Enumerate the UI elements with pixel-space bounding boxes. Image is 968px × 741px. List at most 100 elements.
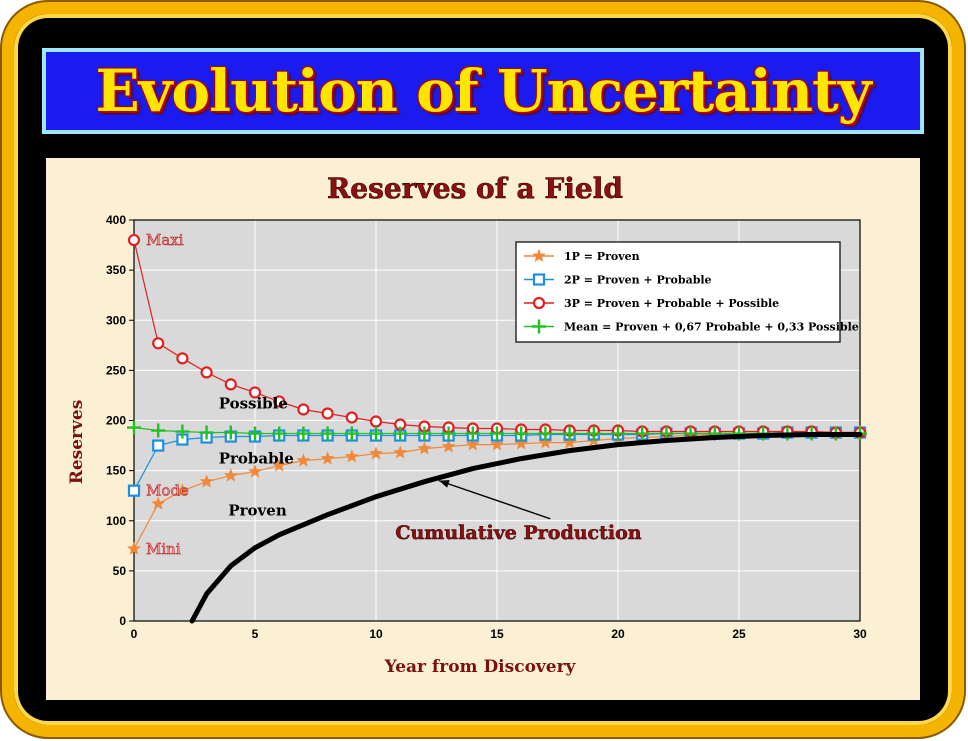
y-axis: 0 50 100 150 200 250 300 350 400 [106, 213, 134, 628]
data-point [417, 426, 432, 441]
legend-item: 3P = Proven + Probable + Possible [524, 296, 779, 310]
data-point [532, 319, 546, 334]
data-point [345, 411, 358, 424]
data-point [199, 425, 214, 440]
x-tick-label: 30 [853, 627, 867, 641]
data-point [272, 426, 287, 441]
y-tick-label: 300 [106, 313, 126, 327]
data-point [127, 420, 141, 435]
x-tick-label: 5 [252, 627, 259, 641]
data-point [586, 426, 601, 441]
data-point [465, 426, 480, 441]
legend-label: 2P = Proven + Probable [564, 274, 712, 287]
title-banner: Evolution of Uncertainty [42, 48, 924, 134]
data-point [417, 441, 432, 455]
y-tick-label: 350 [106, 263, 126, 277]
y-tick-label: 50 [113, 564, 127, 578]
x-tick-label: 20 [611, 627, 625, 641]
y-tick-label: 200 [106, 414, 126, 428]
chart-panel: Reserves of a Field 0 50 100 150 200 250 300 35… [46, 158, 920, 700]
x-tick-label: 25 [732, 627, 746, 641]
data-point [441, 426, 456, 441]
data-point [344, 449, 359, 463]
data-point [175, 483, 190, 497]
marker-annotation: Mini [146, 540, 181, 558]
legend: 1P = Proven 2P = Proven + Probable 3P = Pr… [515, 241, 859, 343]
annotations: Maxi Mode Mini Possible Probable Proven [146, 231, 294, 558]
y-tick-label: 250 [106, 363, 126, 377]
data-point [562, 426, 577, 441]
production-arrowhead [438, 480, 450, 488]
data-point [296, 453, 311, 467]
series-layer [127, 233, 867, 555]
y-axis-label: Reserves [67, 400, 87, 485]
data-point [296, 426, 311, 441]
data-point [490, 437, 504, 451]
data-point [514, 426, 529, 441]
chart: Reserves of a Field 05010015020025030035… [67, 172, 867, 677]
data-point [321, 407, 334, 420]
data-point [393, 426, 408, 441]
zone-annotation: Probable [219, 450, 294, 468]
series-plus [127, 420, 867, 441]
data-point [175, 424, 190, 439]
data-point [273, 395, 286, 408]
cumulative-production-label: Cumulative Production [395, 522, 641, 544]
data-point [127, 484, 141, 497]
y-tick-label: 400 [106, 213, 126, 227]
data-point [127, 541, 141, 555]
legend-label: 1P = Proven [564, 250, 640, 263]
data-point [344, 426, 359, 441]
data-point [151, 496, 166, 510]
y-tick-label: 100 [106, 514, 126, 528]
data-point [152, 439, 165, 452]
cumulative-production-curve [189, 432, 863, 624]
data-point [151, 423, 166, 438]
data-point [320, 426, 335, 441]
data-point [441, 439, 456, 453]
data-point [248, 386, 262, 399]
production-arrow [438, 479, 551, 520]
data-point [248, 464, 262, 478]
data-point [369, 446, 383, 460]
legend-item: Mean = Proven + 0,67 Probable + 0,33 Pos… [524, 319, 859, 334]
data-point [490, 426, 504, 441]
x-tick-label: 0 [131, 627, 138, 641]
y-tick-label: 0 [119, 614, 126, 628]
data-point [611, 426, 625, 441]
data-point [152, 337, 165, 350]
data-point [532, 273, 546, 286]
x-tick-label: 10 [369, 627, 383, 641]
cumulative-production-layer: Cumulative Production [189, 432, 863, 624]
x-tick-label: 15 [490, 627, 504, 641]
data-point [248, 426, 262, 441]
zone-annotation: Proven [228, 502, 286, 520]
x-axis-label: Year from Discovery [384, 657, 577, 677]
chart-title: Reserves of a Field [327, 172, 623, 205]
page-title: Evolution of Uncertainty [95, 57, 871, 125]
zone-annotation: Possible [219, 394, 288, 412]
legend-item: 2P = Proven + Probable [524, 273, 712, 287]
data-point [176, 352, 189, 365]
data-point [465, 437, 480, 451]
data-point [320, 451, 335, 465]
data-point [223, 425, 238, 440]
data-point [369, 426, 383, 441]
legend-label: 3P = Proven + Probable + Possible [564, 297, 779, 310]
marker-annotation: Maxi [146, 231, 184, 249]
data-point [369, 415, 383, 428]
marker-annotation: Mode [146, 482, 189, 500]
data-point [200, 366, 213, 379]
data-point [532, 248, 546, 262]
data-point [532, 296, 546, 310]
data-point [538, 426, 553, 441]
data-point [223, 468, 238, 482]
legend-label: Mean = Proven + 0,67 Probable + 0,33 Pos… [564, 321, 859, 334]
y-tick-label: 150 [106, 464, 126, 478]
legend-item: 1P = Proven [524, 248, 640, 263]
data-point [127, 233, 141, 247]
legend-box [515, 241, 841, 343]
x-axis: 0 5 10 15 20 25 30 [131, 627, 867, 641]
data-point [272, 458, 287, 472]
data-point [635, 426, 650, 441]
